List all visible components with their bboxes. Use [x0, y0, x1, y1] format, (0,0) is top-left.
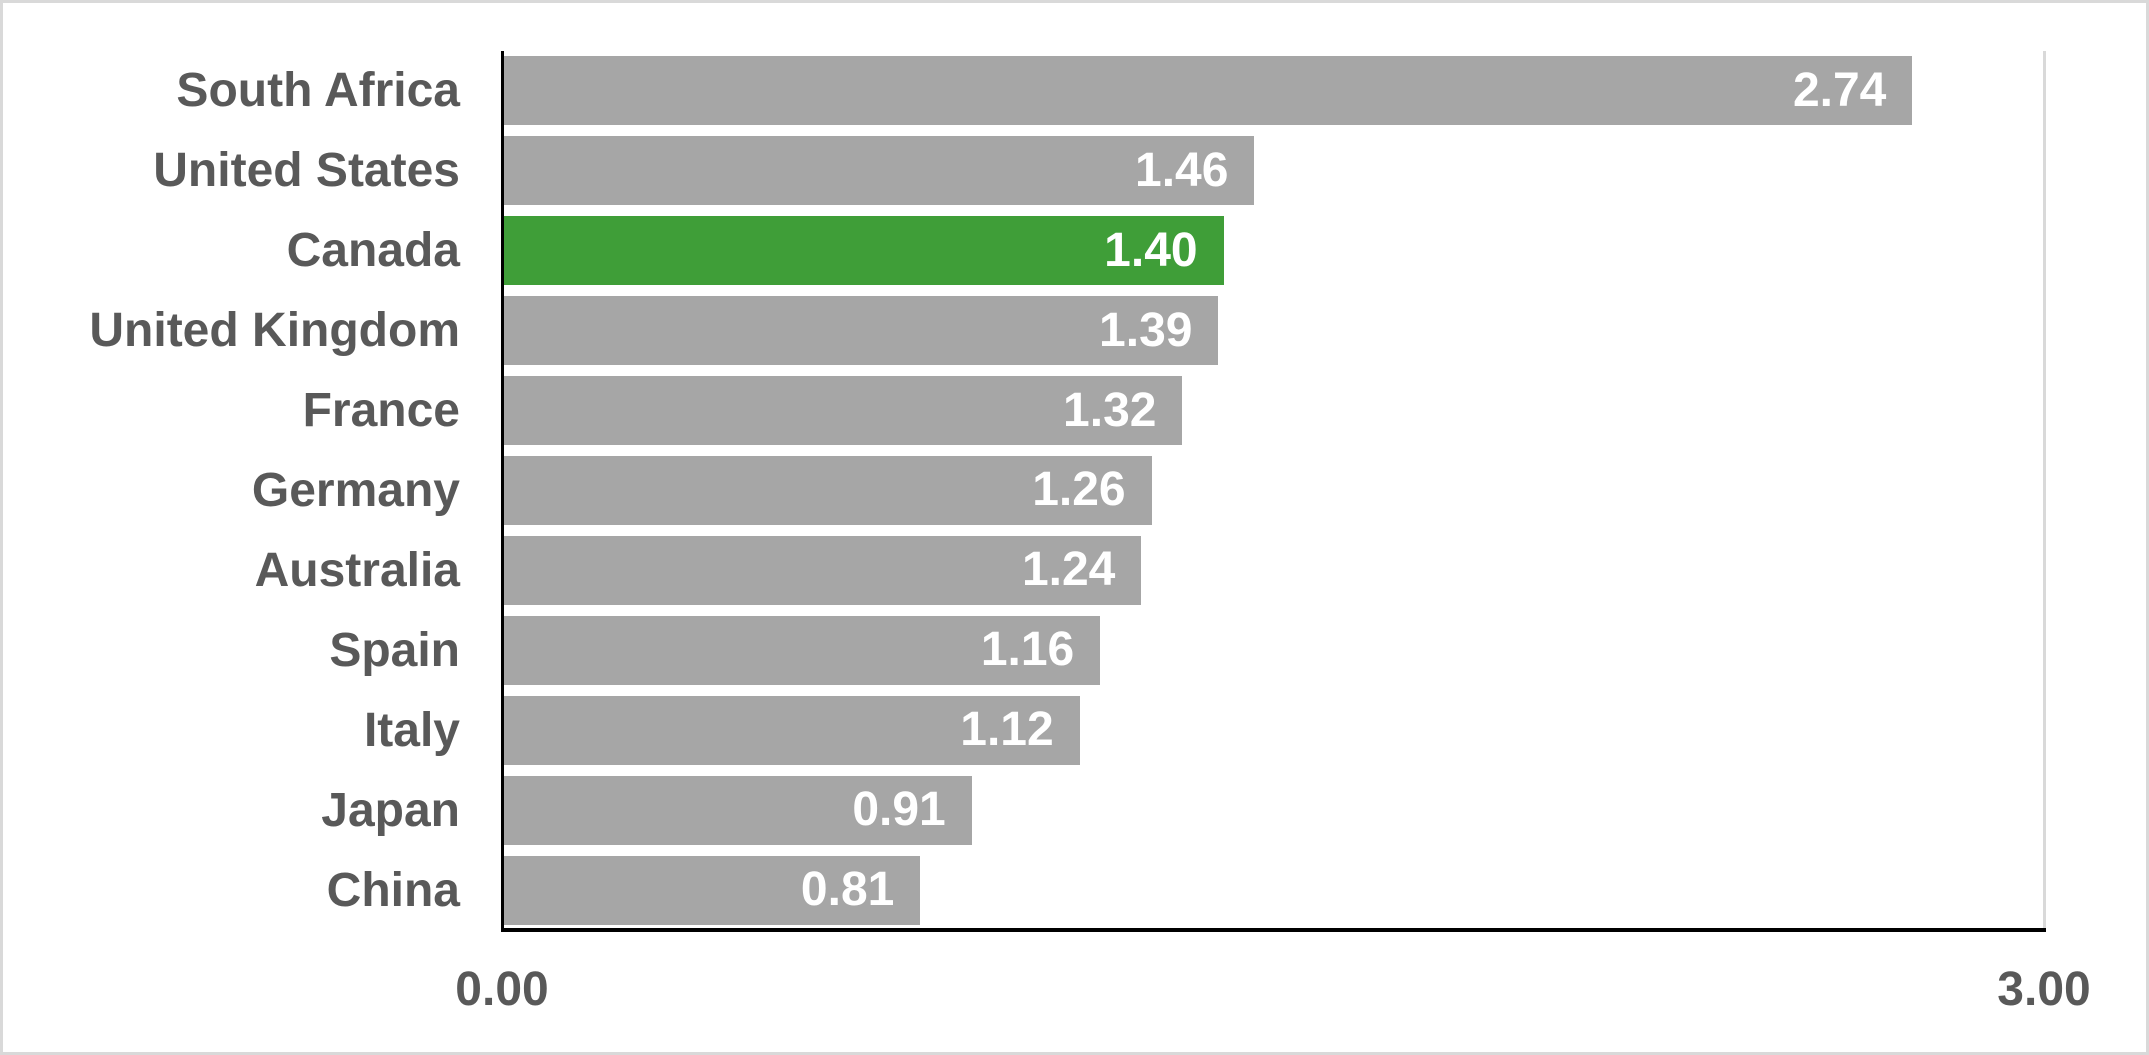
bar-value-label: 1.32 — [1063, 383, 1157, 437]
category-label: Germany — [251, 463, 460, 517]
bar[interactable]: 1.16 — [504, 615, 1101, 685]
bar-value-label: 1.16 — [980, 623, 1075, 677]
category-label: Italy — [363, 703, 460, 757]
category-label: Spain — [329, 623, 460, 677]
bar-row: Germany 1.26 — [0, 451, 2149, 531]
x-tick-label-max: 3.00 — [1997, 963, 2091, 1016]
category-label: United Kingdom — [89, 304, 460, 358]
bar-row: Spain 1.16 — [0, 610, 2149, 690]
bar[interactable]: 1.12 — [504, 695, 1080, 765]
category-label: China — [326, 863, 460, 917]
bar-value-label: 0.91 — [852, 783, 946, 837]
gridline-xmax — [2043, 51, 2046, 928]
bar-row: Australia 1.24 — [0, 530, 2149, 610]
y-axis-line — [501, 51, 504, 930]
category-label: United States — [153, 144, 460, 198]
category-label: South Africa — [176, 64, 460, 118]
bar-value-label: 1.26 — [1032, 463, 1126, 517]
bar[interactable]: 1.24 — [504, 535, 1142, 605]
bar[interactable]: 0.81 — [504, 855, 921, 925]
bar-value-label: 1.24 — [1021, 543, 1116, 597]
bar-row: South Africa 2.74 — [0, 51, 2149, 131]
bar-value-label: 1.39 — [1099, 303, 1193, 357]
bar-row: France 1.32 — [0, 371, 2149, 451]
bar-row: Canada 1.40 — [0, 211, 2149, 291]
category-label: Canada — [286, 224, 460, 278]
bar-row: United Kingdom 1.39 — [0, 291, 2149, 371]
category-label: France — [302, 384, 460, 438]
bar-value-label: 1.40 — [1104, 223, 1198, 277]
bar-row: United States 1.46 — [0, 131, 2149, 211]
bar-value-label: 1.12 — [960, 703, 1054, 757]
bar[interactable]: 1.32 — [504, 376, 1183, 446]
bar-row: Japan 0.91 — [0, 770, 2149, 850]
bar-value-label: 1.46 — [1135, 143, 1229, 197]
bar-value-label: 0.81 — [800, 863, 895, 917]
x-tick-label-min: 0.00 — [455, 963, 549, 1016]
bar-row: Italy 1.12 — [0, 690, 2149, 770]
bar[interactable]: 2.74 — [504, 56, 1913, 126]
bar[interactable]: 1.40 — [504, 216, 1224, 286]
bar-row: China 0.81 — [0, 850, 2149, 930]
bar[interactable]: 0.91 — [504, 775, 972, 845]
bar[interactable]: 1.26 — [504, 455, 1152, 525]
category-label: Australia — [254, 543, 460, 597]
bar-value-label: 2.74 — [1792, 63, 1887, 117]
bar[interactable]: 1.39 — [504, 296, 1219, 366]
bar[interactable]: 1.46 — [504, 136, 1255, 206]
x-axis-line — [501, 928, 2046, 932]
category-label: Japan — [321, 783, 460, 837]
